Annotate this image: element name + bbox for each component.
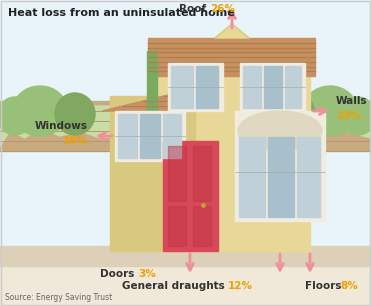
Bar — [168, 63, 223, 111]
Polygon shape — [260, 106, 371, 138]
Ellipse shape — [275, 93, 315, 135]
Polygon shape — [102, 86, 205, 111]
Bar — [0, 0, 371, 251]
Bar — [196, 66, 218, 108]
Bar — [239, 137, 265, 217]
Text: General draughts: General draughts — [122, 281, 228, 291]
Text: 26%: 26% — [210, 4, 235, 14]
Bar — [148, 38, 315, 76]
Bar — [268, 137, 294, 217]
Ellipse shape — [13, 86, 68, 136]
Bar — [168, 146, 186, 201]
Bar — [243, 66, 261, 108]
Bar — [163, 114, 181, 158]
Ellipse shape — [55, 93, 95, 135]
Bar — [118, 114, 137, 158]
Text: Floors: Floors — [305, 281, 345, 291]
Text: Windows: Windows — [35, 121, 88, 131]
Bar — [297, 137, 320, 217]
Bar — [193, 206, 211, 246]
Bar — [0, 101, 115, 151]
Bar — [193, 146, 211, 201]
Text: 18%: 18% — [63, 136, 88, 146]
Bar — [163, 141, 218, 251]
Ellipse shape — [341, 97, 371, 135]
Text: 33%: 33% — [336, 111, 361, 121]
Bar — [115, 111, 185, 161]
Text: Source: Energy Saving Trust: Source: Energy Saving Trust — [5, 293, 112, 302]
Polygon shape — [215, 24, 249, 38]
Text: 8%: 8% — [340, 281, 358, 291]
Ellipse shape — [238, 111, 322, 151]
Text: 3%: 3% — [138, 269, 156, 279]
Bar — [264, 66, 282, 108]
Bar — [171, 66, 193, 108]
Text: Roof: Roof — [179, 4, 210, 14]
Text: Doors: Doors — [100, 269, 138, 279]
Bar — [147, 51, 157, 151]
Ellipse shape — [0, 97, 33, 135]
Polygon shape — [0, 106, 115, 146]
Bar — [0, 251, 371, 306]
Bar — [240, 63, 305, 111]
Bar — [110, 96, 195, 251]
Text: Heat loss from an uninsulated home: Heat loss from an uninsulated home — [8, 8, 235, 18]
Bar — [260, 101, 371, 151]
Text: Walls: Walls — [336, 96, 368, 106]
Ellipse shape — [302, 86, 358, 136]
Bar — [155, 56, 310, 251]
Bar — [140, 114, 160, 158]
Bar — [285, 66, 301, 108]
Bar — [0, 246, 371, 266]
Text: 12%: 12% — [228, 281, 253, 291]
Bar — [168, 206, 186, 246]
Bar — [235, 111, 325, 221]
